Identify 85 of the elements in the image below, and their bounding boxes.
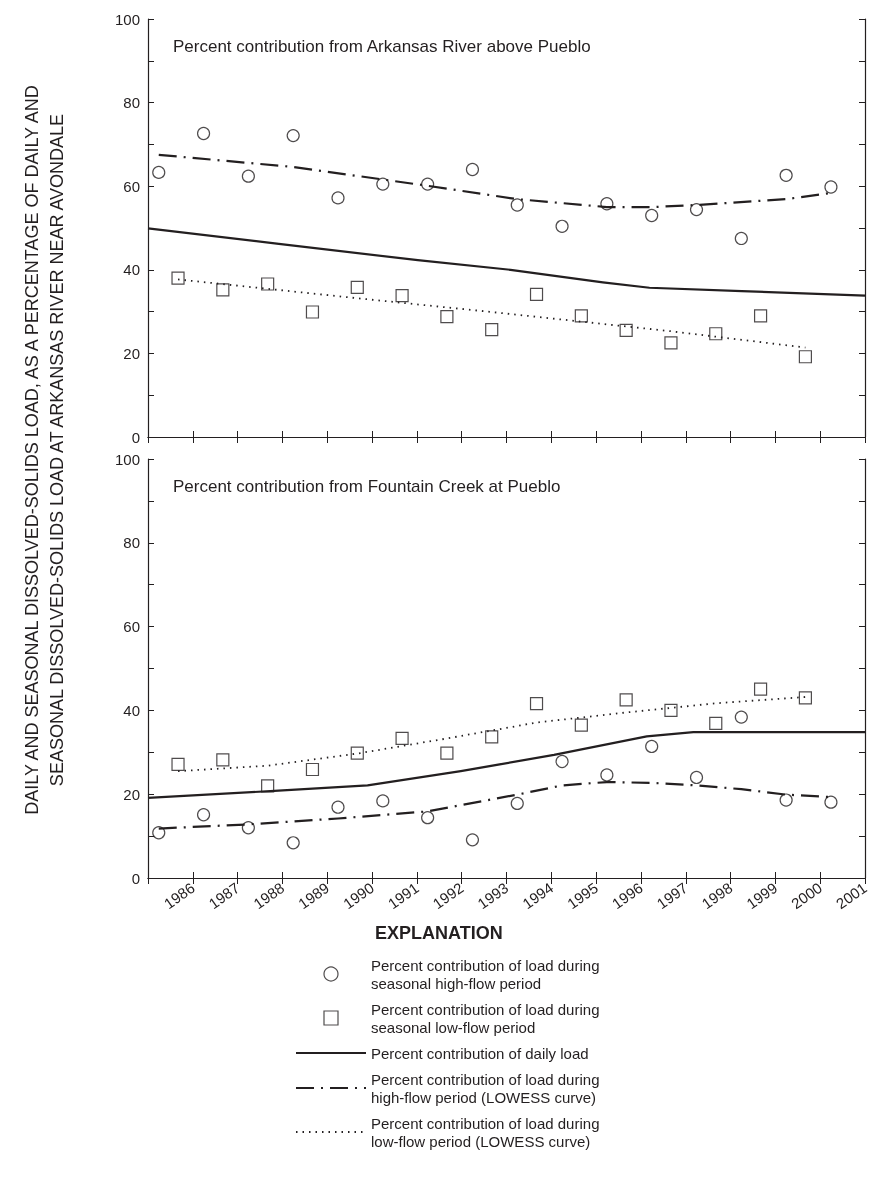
point bbox=[171, 757, 185, 772]
point bbox=[331, 191, 345, 205]
point bbox=[779, 168, 793, 182]
x-tick-label: 1991 bbox=[384, 879, 422, 913]
point bbox=[305, 762, 320, 777]
point bbox=[152, 165, 166, 179]
point bbox=[555, 219, 569, 233]
point bbox=[574, 718, 588, 732]
y-tick-label: 20 bbox=[123, 344, 140, 362]
point bbox=[465, 833, 480, 847]
y-tick-label: 60 bbox=[123, 618, 140, 636]
y-tick-label: 80 bbox=[123, 534, 140, 552]
point bbox=[395, 731, 409, 746]
point bbox=[689, 203, 704, 217]
point bbox=[529, 697, 544, 711]
point bbox=[574, 309, 588, 323]
point bbox=[350, 280, 364, 294]
point bbox=[241, 821, 255, 835]
point bbox=[350, 746, 364, 760]
point bbox=[261, 779, 275, 793]
point bbox=[753, 682, 768, 696]
point bbox=[196, 126, 211, 141]
y-tick-label: 20 bbox=[123, 785, 140, 803]
point bbox=[286, 129, 300, 143]
point bbox=[305, 305, 320, 319]
point bbox=[600, 197, 614, 211]
point bbox=[286, 836, 300, 850]
point bbox=[376, 177, 390, 191]
legend-label: Percent contribution of load during low-flow period (LOWESS curve) bbox=[371, 1114, 604, 1150]
point bbox=[196, 808, 211, 822]
point bbox=[734, 710, 748, 724]
point bbox=[709, 716, 723, 730]
y-tick-label: 100 bbox=[114, 450, 140, 468]
point bbox=[529, 287, 544, 302]
point bbox=[689, 770, 704, 785]
point bbox=[376, 794, 390, 808]
point bbox=[619, 323, 633, 338]
point bbox=[555, 754, 569, 769]
point bbox=[709, 327, 723, 341]
point bbox=[485, 730, 499, 744]
point bbox=[510, 198, 524, 212]
y-tick-label: 0 bbox=[131, 869, 140, 887]
point bbox=[734, 231, 748, 246]
point bbox=[798, 350, 812, 364]
point bbox=[619, 693, 633, 707]
legend-title: EXPLANATION bbox=[375, 923, 503, 943]
y-tick-label: 0 bbox=[131, 428, 140, 446]
point bbox=[645, 208, 659, 223]
point bbox=[664, 336, 678, 350]
point bbox=[440, 310, 454, 324]
legend-label: Percent contribution of load during seasonal high-flow period bbox=[371, 956, 604, 992]
point bbox=[645, 739, 659, 754]
legend-label: Percent contribution of daily load bbox=[371, 1044, 589, 1062]
y-axis-title: DAILY AND SEASONAL DISSOLVED-SOLIDS LOAD, AS A PERCENTAGE OF DAILY AND SEASONAL DISSOLVED-SOLIDS LOAD AT ARKANSAS RIVER NEAR AVONDALE bbox=[21, 84, 68, 817]
y-tick-label: 40 bbox=[123, 261, 140, 279]
legend-label: Percent contribution of load during seasonal low-flow period bbox=[371, 1000, 604, 1036]
point bbox=[824, 180, 838, 194]
point bbox=[600, 768, 614, 782]
point bbox=[421, 177, 435, 191]
point bbox=[171, 271, 185, 285]
point bbox=[664, 703, 678, 717]
point bbox=[440, 746, 454, 760]
x-tick-label: 2001 bbox=[832, 879, 870, 913]
point bbox=[510, 796, 524, 811]
y-tick-label: 80 bbox=[123, 94, 140, 112]
point bbox=[216, 753, 230, 767]
point bbox=[395, 289, 409, 303]
point bbox=[241, 169, 255, 183]
text: Percent contribution from Arkansas River above Pueblo bbox=[173, 37, 591, 56]
point bbox=[216, 283, 230, 297]
text: Percent contribution from Fountain Creek at Pueblo bbox=[173, 477, 561, 496]
legend-label: Percent contribution of load during high-flow period (LOWESS curve) bbox=[371, 1070, 604, 1106]
point bbox=[465, 162, 480, 177]
point bbox=[753, 309, 768, 323]
point bbox=[421, 811, 435, 825]
y-tick-label: 100 bbox=[114, 10, 140, 28]
point bbox=[824, 795, 838, 809]
point bbox=[485, 322, 499, 337]
point bbox=[779, 793, 793, 807]
y-tick-label: 40 bbox=[123, 701, 140, 719]
point bbox=[261, 277, 275, 291]
point bbox=[152, 826, 166, 840]
point bbox=[331, 800, 345, 814]
y-tick-label: 60 bbox=[123, 177, 140, 195]
point bbox=[798, 691, 812, 705]
